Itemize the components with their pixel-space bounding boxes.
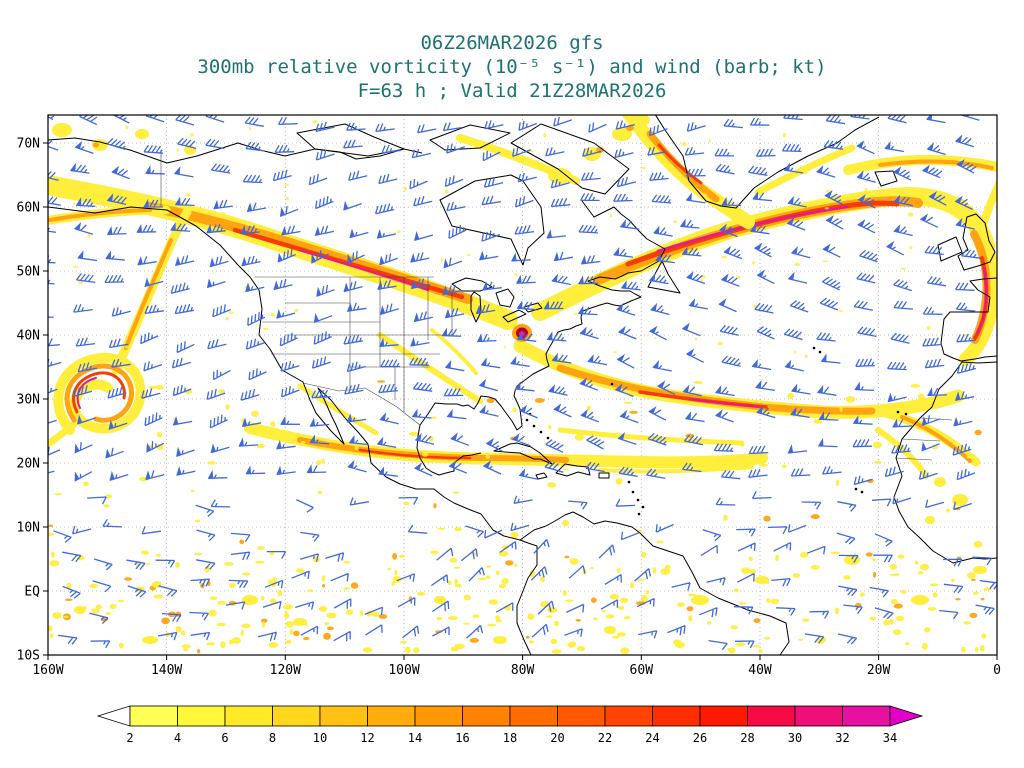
y-axis-label: 20N — [17, 457, 40, 472]
colorbar-segment — [367, 705, 416, 727]
colorbar-tick-label: 20 — [550, 731, 564, 745]
y-axis-label: EQ — [24, 585, 40, 600]
title-line-1: 06Z26MAR2026 gfs — [420, 32, 604, 54]
colorbar: 2 4 6 8 10 12 14 16 18 20 22 24 26 28 30 32 34 — [96, 705, 924, 745]
y-axis-label: 40N — [17, 329, 40, 344]
y-axis-label: 10S — [17, 649, 40, 664]
x-axis-label: 100W — [388, 663, 419, 678]
title-line-2: 300mb relative vorticity (10⁻⁵ s⁻¹) and … — [197, 56, 827, 78]
colorbar-segment — [462, 705, 511, 727]
colorbar-segment — [509, 705, 558, 727]
colorbar-segment — [224, 705, 273, 727]
colorbar-tick-label: 18 — [503, 731, 517, 745]
colorbar-tick-label: 28 — [740, 731, 754, 745]
colorbar-tick-label: 26 — [693, 731, 707, 745]
colorbar-tick-label: 12 — [360, 731, 374, 745]
colorbar-segment — [319, 705, 368, 727]
colorbar-tick-label: 32 — [835, 731, 849, 745]
map-frame — [43, 114, 998, 660]
colorbar-tick-label: 14 — [408, 731, 422, 745]
colorbar-segment — [604, 705, 653, 727]
colorbar-segment — [842, 705, 891, 727]
colorbar-tick-label: 4 — [174, 731, 181, 745]
x-axis-label: 60W — [630, 663, 654, 678]
x-axis-label: 40W — [748, 663, 772, 678]
colorbar-segment — [794, 705, 843, 727]
colorbar-segment — [414, 705, 463, 727]
colorbar-segment — [652, 705, 701, 727]
colorbar-tick-label: 34 — [883, 731, 897, 745]
x-axis-label: 160W — [32, 663, 63, 678]
y-axis-label: 60N — [17, 201, 40, 216]
y-axis-label: 30N — [17, 393, 40, 408]
coastlines — [48, 115, 997, 655]
x-axis-label: 20W — [867, 663, 891, 678]
colorbar-segment — [177, 705, 226, 727]
y-axis-label: 50N — [17, 265, 40, 280]
colorbar-tick-label: 10 — [313, 731, 327, 745]
wind-barb-strokes — [48, 115, 997, 651]
colorbar-left-arrow — [96, 705, 131, 727]
title-line-3: F=63 h ; Valid 21Z28MAR2026 — [357, 80, 667, 102]
colorbar-segment — [557, 705, 606, 727]
x-axis-label: 140W — [151, 663, 182, 678]
colorbar-tick-label: 22 — [598, 731, 612, 745]
x-axis-label: 0 — [993, 663, 1001, 678]
colorbar-tick-label: 24 — [645, 731, 659, 745]
colorbar-tick-label: 2 — [126, 731, 133, 745]
colorbar-segment — [747, 705, 796, 727]
colorbar-segment — [699, 705, 748, 727]
x-axis-label: 80W — [511, 663, 535, 678]
y-axis-label: 10N — [17, 521, 40, 536]
chart-title: 06Z26MAR2026 gfs 300mb relative vorticit… — [0, 31, 1024, 103]
colorbar-right-arrow — [889, 705, 924, 727]
colorbar-tick-label: 30 — [788, 731, 802, 745]
x-axis-label: 120W — [270, 663, 301, 678]
colorbar-segment — [272, 705, 321, 727]
y-axis-label: 70N — [17, 137, 40, 152]
wind-barb-flags — [69, 115, 967, 482]
colorbar-tick-label: 6 — [221, 731, 228, 745]
colorbar-tick-label: 16 — [455, 731, 469, 745]
colorbar-tick-label: 8 — [269, 731, 276, 745]
wind-barbs — [48, 115, 997, 651]
colorbar-segment — [129, 705, 178, 727]
vorticity-shading — [48, 115, 997, 654]
